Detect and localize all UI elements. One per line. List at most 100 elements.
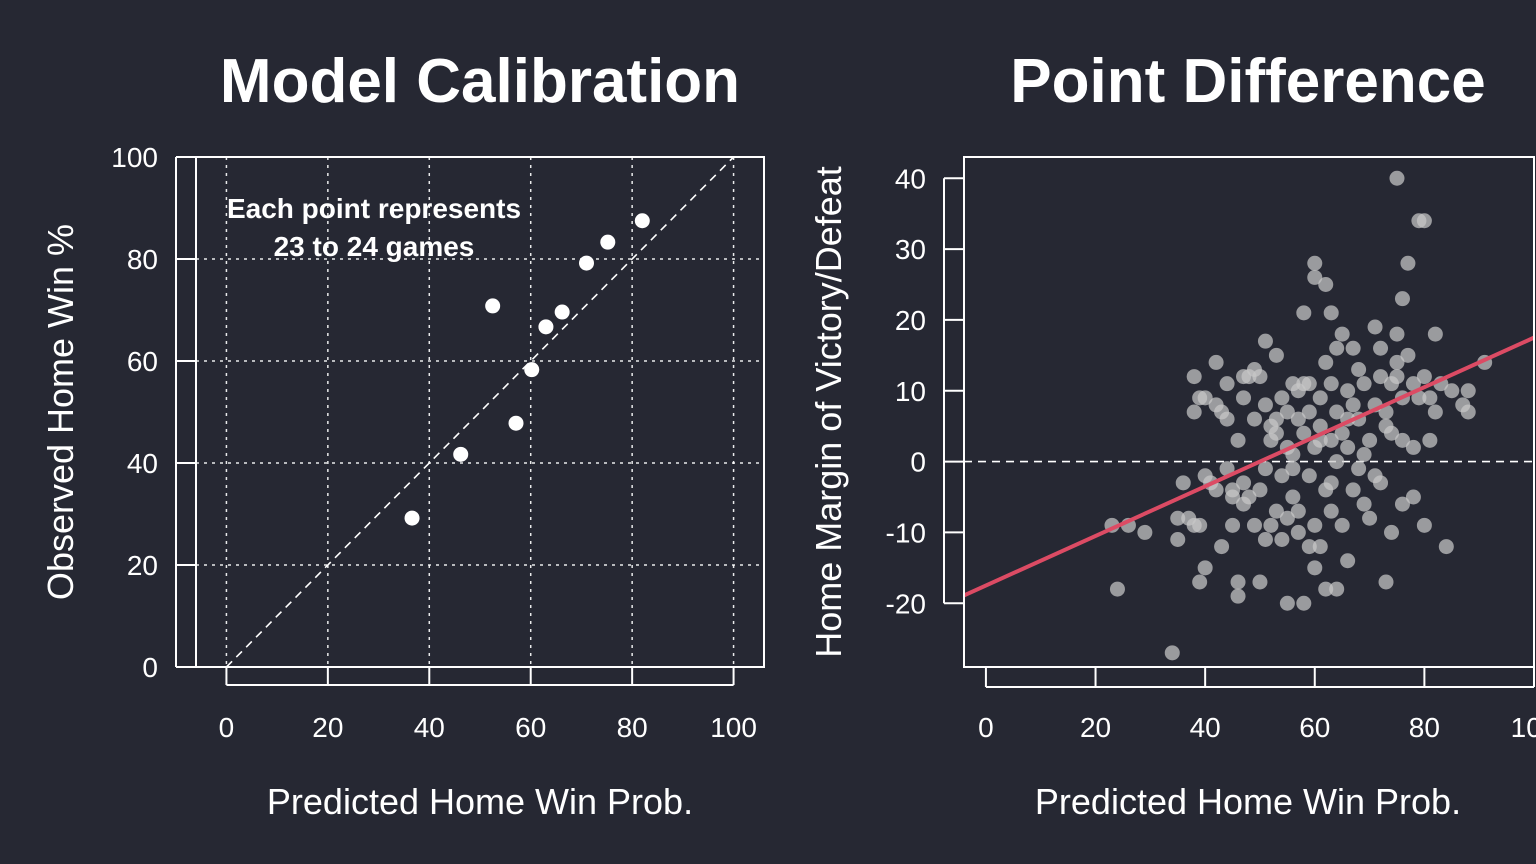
point-difference-point <box>1389 369 1405 385</box>
point-difference-point <box>1192 574 1208 590</box>
calibration-point <box>485 298 501 314</box>
calibration-point <box>538 319 554 335</box>
point-difference-point <box>1274 390 1290 406</box>
point-difference-point <box>1394 496 1410 512</box>
point-difference-point <box>1416 517 1432 533</box>
point-difference-point <box>1290 411 1306 427</box>
point-difference-point <box>1307 560 1323 576</box>
point-difference-point <box>1268 347 1284 363</box>
calibration-point <box>634 213 650 229</box>
point-difference-point <box>1230 588 1246 604</box>
point-difference-point <box>1246 517 1262 533</box>
point-difference-point <box>1427 326 1443 342</box>
calibration-point <box>453 446 469 462</box>
point-difference-point <box>1279 510 1295 526</box>
point-difference-point <box>1323 376 1339 392</box>
point-difference-point <box>1340 439 1356 455</box>
point-difference-point <box>1345 340 1361 356</box>
point-difference-point <box>1367 319 1383 335</box>
point-difference-point <box>1296 305 1312 321</box>
point-difference-point <box>1296 595 1312 611</box>
point-difference-point <box>1197 390 1213 406</box>
point-difference-point <box>1422 390 1438 406</box>
point-difference-point <box>1236 390 1252 406</box>
point-difference-point <box>1290 503 1306 519</box>
point-difference-point <box>1356 376 1372 392</box>
point-difference-y-tick-label: 0 <box>910 447 926 478</box>
point-difference-point <box>1285 489 1301 505</box>
point-difference-point <box>1268 425 1284 441</box>
point-difference-point <box>1274 468 1290 484</box>
point-difference-plot-frame <box>963 156 1535 668</box>
point-difference-y-tick-label: 20 <box>895 305 926 336</box>
point-difference-point <box>1186 369 1202 385</box>
point-difference-point <box>1312 418 1328 434</box>
point-difference-point <box>1356 496 1372 512</box>
point-difference-point <box>1192 517 1208 533</box>
point-difference-point <box>1312 539 1328 555</box>
point-difference-point <box>1411 390 1427 406</box>
calibration-x-tick-label: 60 <box>515 712 546 743</box>
point-difference-point <box>1208 482 1224 498</box>
point-difference-point <box>1301 468 1317 484</box>
point-difference-point <box>1405 489 1421 505</box>
point-difference-point <box>1389 170 1405 186</box>
point-difference-ylabel: Home Margin of Victory/Defeat <box>808 166 849 658</box>
point-difference-point <box>1373 369 1389 385</box>
point-difference-point <box>1351 461 1367 477</box>
point-difference-x-tick-label: 0 <box>978 712 994 743</box>
point-difference-y-tick-label: 10 <box>895 376 926 407</box>
point-difference-point <box>1351 362 1367 377</box>
point-difference-point <box>1263 517 1279 533</box>
point-difference-point <box>1345 397 1361 413</box>
point-difference-x-tick-label: 80 <box>1409 712 1440 743</box>
calibration-point <box>554 304 570 320</box>
calibration-point <box>600 234 616 250</box>
point-difference-point <box>1460 404 1476 420</box>
point-difference-x-tick-label: 40 <box>1190 712 1221 743</box>
point-difference-fit-line <box>963 335 1535 598</box>
point-difference-point <box>1268 411 1284 427</box>
point-difference-point <box>1334 326 1350 342</box>
point-difference-point <box>1290 524 1306 540</box>
point-difference-y-tick-label: -20 <box>886 588 926 619</box>
point-difference-point <box>1340 383 1356 399</box>
point-difference-point <box>1219 411 1235 427</box>
point-difference-point <box>1460 383 1476 399</box>
point-difference-point <box>1219 461 1235 477</box>
point-difference-xlabel: Predicted Home Win Prob. <box>1035 781 1461 822</box>
point-difference-point <box>1241 489 1257 505</box>
point-difference-point <box>1175 475 1191 491</box>
point-difference-point <box>1219 376 1235 392</box>
point-difference-point <box>1208 354 1224 370</box>
point-difference-point <box>1394 432 1410 448</box>
point-difference-point <box>1137 524 1153 540</box>
point-difference-point <box>1257 333 1273 349</box>
point-difference-point <box>1422 432 1438 448</box>
calibration-annotation-line-1: Each point represents <box>227 193 521 224</box>
calibration-panel: Model Calibration Predicted Home Win Pro… <box>40 47 765 822</box>
point-difference-point <box>1329 340 1345 356</box>
point-difference-point <box>1274 532 1290 547</box>
point-difference-point <box>1252 369 1268 385</box>
point-difference-point <box>1214 539 1230 555</box>
calibration-grid <box>196 156 764 668</box>
point-difference-point <box>1427 404 1443 420</box>
point-difference-points <box>1104 170 1493 661</box>
point-difference-y-tick-label: -10 <box>886 517 926 548</box>
calibration-y-tick-label: 20 <box>127 550 158 581</box>
calibration-annotation: Each point represents 23 to 24 games <box>227 193 521 262</box>
point-difference-point <box>1279 404 1295 420</box>
point-difference-point <box>1345 482 1361 498</box>
point-difference-point <box>1279 595 1295 611</box>
point-difference-point <box>1197 560 1213 576</box>
calibration-x-tick-label: 80 <box>617 712 648 743</box>
point-difference-point <box>1307 269 1323 285</box>
point-difference-point <box>1416 213 1432 229</box>
point-difference-point <box>1318 277 1334 292</box>
point-difference-point <box>1416 369 1432 385</box>
calibration-x-tick-label: 40 <box>414 712 445 743</box>
calibration-x-tick-label: 100 <box>710 712 757 743</box>
point-difference-point <box>1296 425 1312 441</box>
calibration-plot-frame <box>195 156 765 668</box>
